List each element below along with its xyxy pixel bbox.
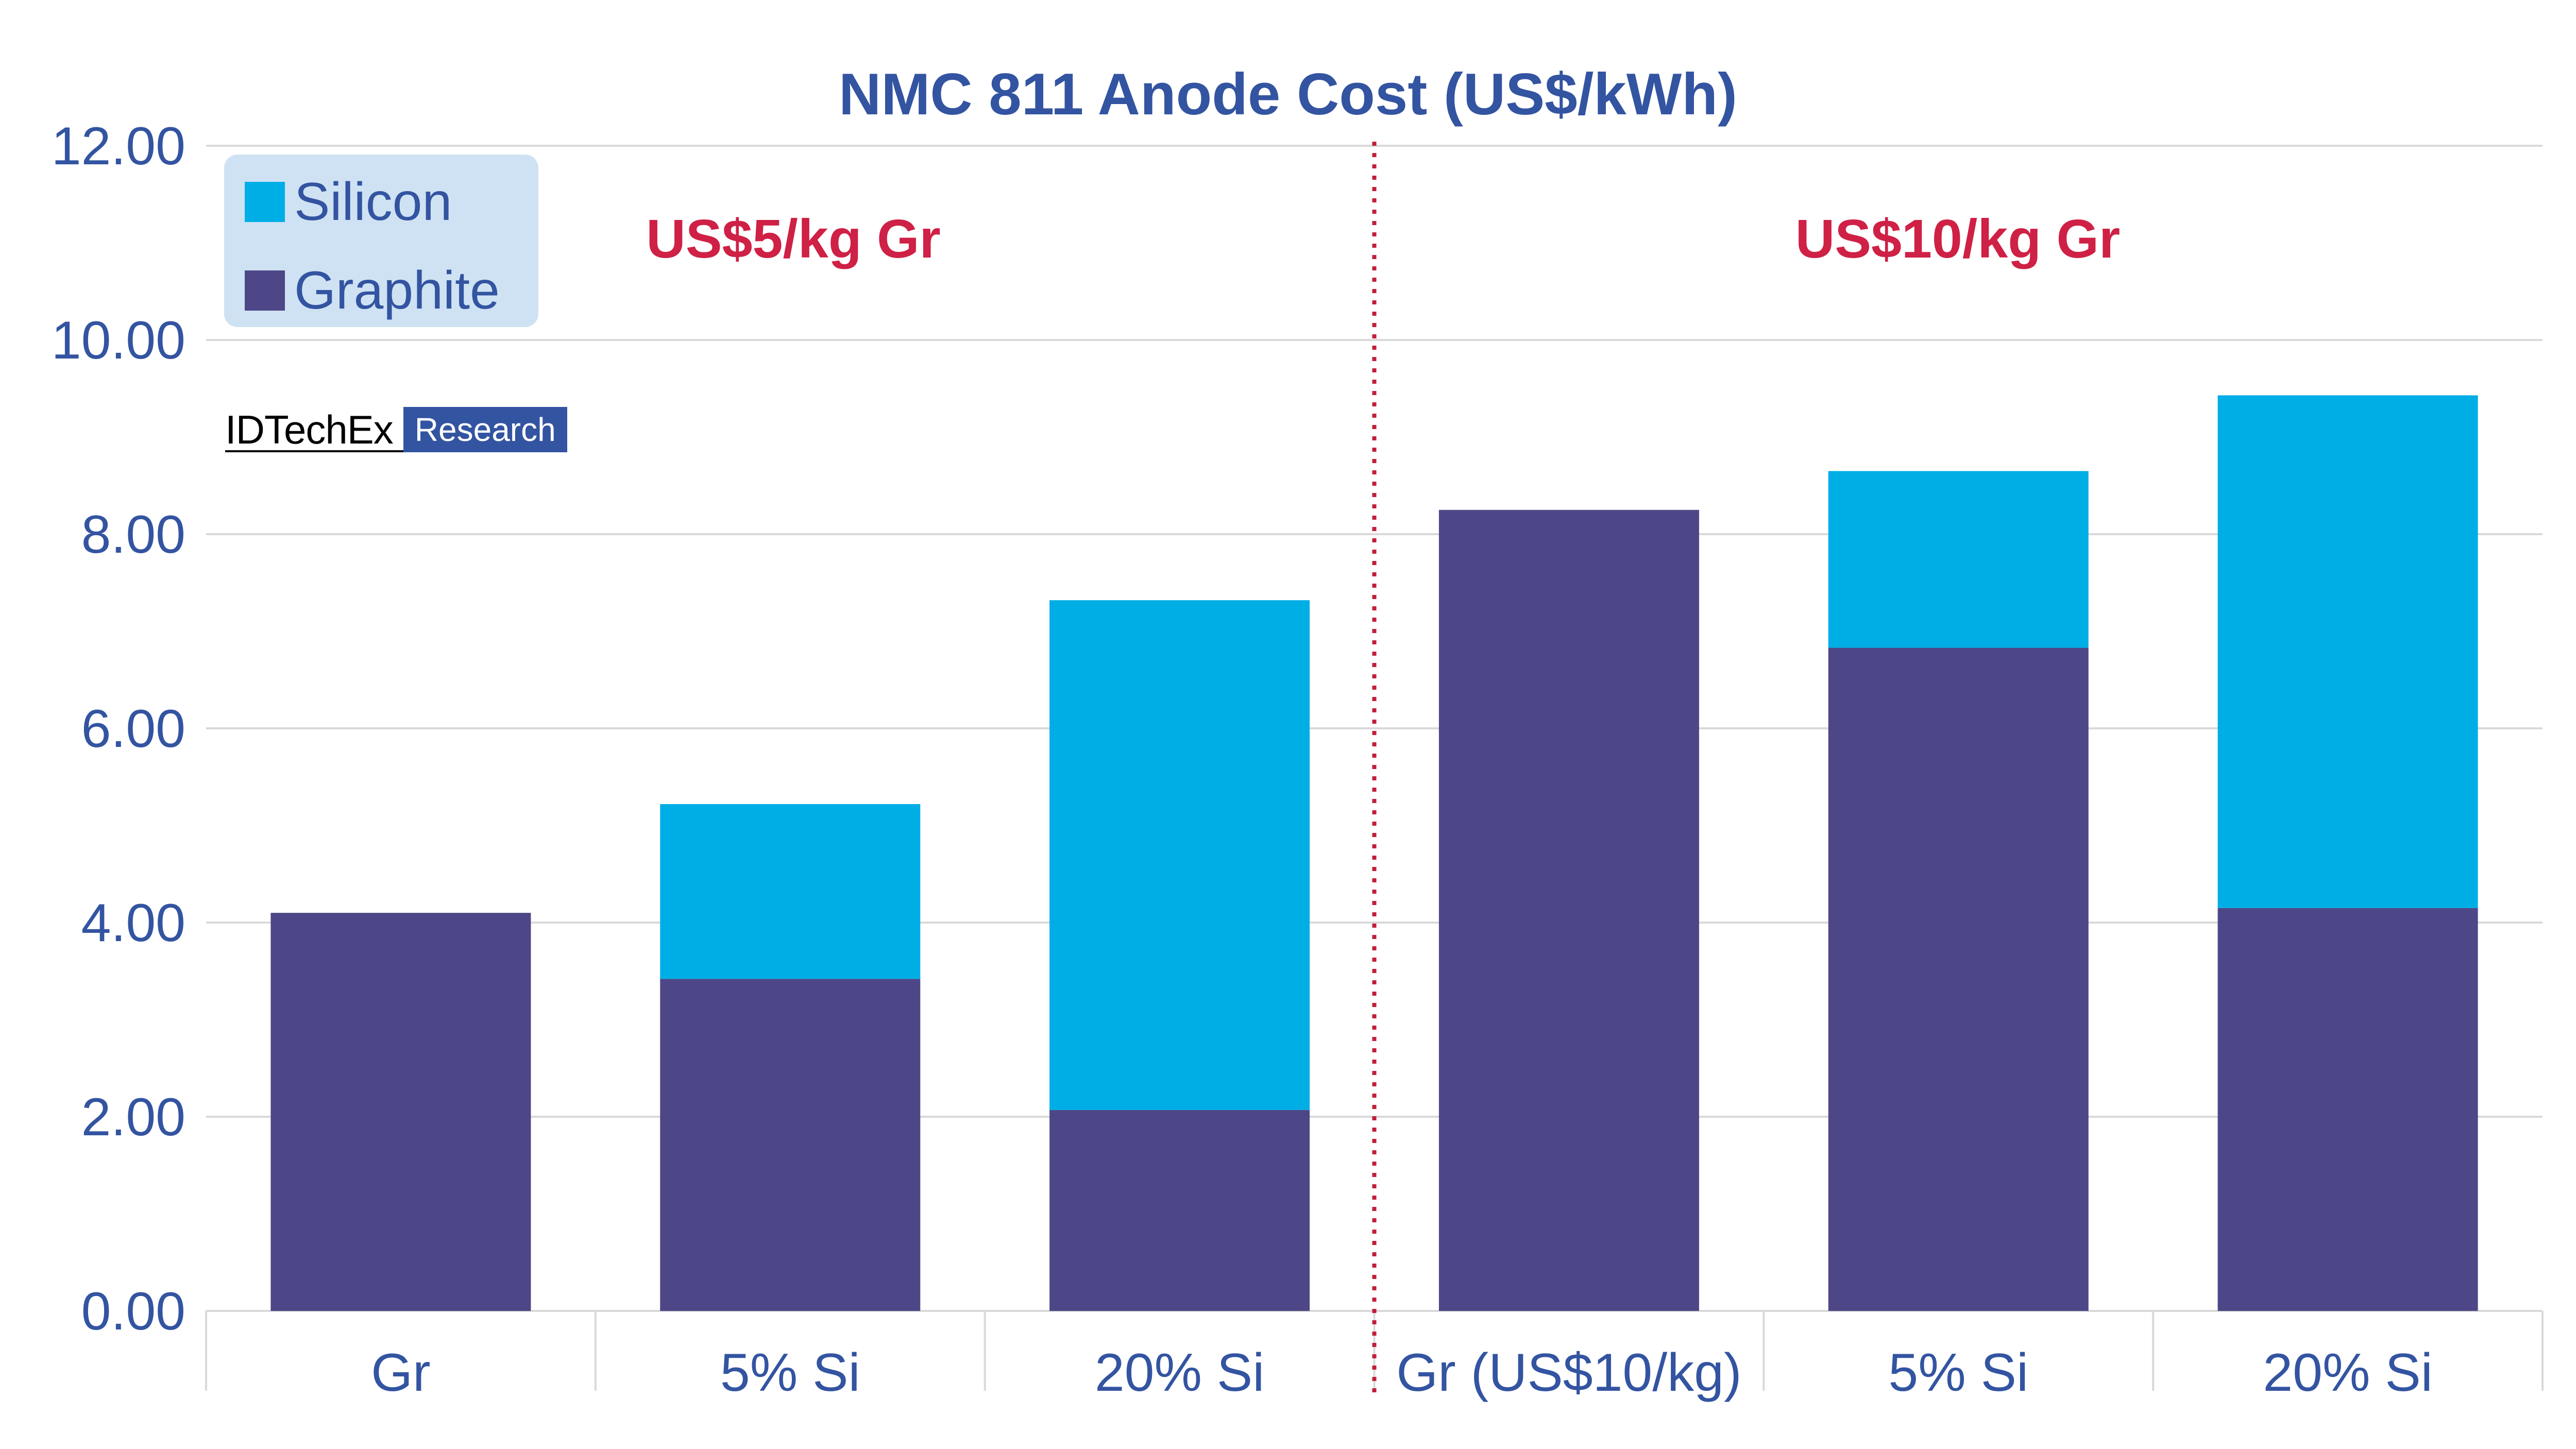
- logo-badge: Research: [403, 407, 567, 452]
- bar-graphite: [1049, 1110, 1310, 1311]
- y-axis-tick-labels: 0.00 2.00 4.00 6.00 8.00 10.00 12.00: [52, 116, 185, 1341]
- bar-graphite: [2217, 908, 2478, 1311]
- logo-brand: IDTechEx: [225, 407, 403, 452]
- legend-swatch-graphite: [245, 270, 285, 311]
- y-tick-label: 4.00: [81, 893, 185, 953]
- bars: [270, 395, 2478, 1311]
- x-tick-label: Gr (US$10/kg): [1396, 1343, 1741, 1403]
- bar-graphite: [1828, 647, 2089, 1311]
- group-label-us5: US$5/kg Gr: [646, 209, 940, 269]
- bar-silicon: [1049, 600, 1310, 1110]
- y-tick-label: 0.00: [81, 1282, 185, 1341]
- x-axis-tick-labels: Gr 5% Si 20% Si Gr (US$10/kg) 5% Si 20% Si: [371, 1343, 2433, 1403]
- legend-label-silicon: Silicon: [294, 172, 452, 232]
- y-tick-label: 8.00: [81, 505, 185, 565]
- bar-graphite: [270, 913, 531, 1311]
- legend-item-graphite: Graphite: [245, 264, 500, 317]
- gridlines: [206, 145, 2543, 1312]
- x-tick-label: Gr: [371, 1343, 431, 1403]
- y-tick-label: 10.00: [52, 311, 185, 370]
- group-label-us10: US$10/kg Gr: [1795, 209, 2120, 269]
- bar-silicon: [2217, 395, 2478, 908]
- y-tick-label: 6.00: [81, 699, 185, 759]
- bar-graphite: [660, 979, 921, 1311]
- legend-label-graphite: Graphite: [294, 261, 500, 320]
- x-tick-label: 20% Si: [2263, 1343, 2433, 1403]
- legend-swatch-silicon: [245, 182, 285, 222]
- bar-graphite: [1438, 509, 1699, 1311]
- legend-item-silicon: Silicon: [245, 175, 452, 229]
- x-tick-label: 5% Si: [1888, 1343, 2028, 1403]
- bar-silicon: [660, 804, 921, 979]
- y-tick-label: 12.00: [52, 116, 185, 176]
- y-tick-label: 2.00: [81, 1087, 185, 1147]
- legend: Silicon Graphite: [224, 155, 538, 327]
- idtechex-logo: IDTechEx Research: [225, 407, 567, 452]
- x-tick-label: 5% Si: [720, 1343, 860, 1403]
- bar-silicon: [1828, 471, 2089, 648]
- x-tick-label: 20% Si: [1095, 1343, 1265, 1403]
- chart-title: NMC 811 Anode Cost (US$/kWh): [839, 62, 1737, 127]
